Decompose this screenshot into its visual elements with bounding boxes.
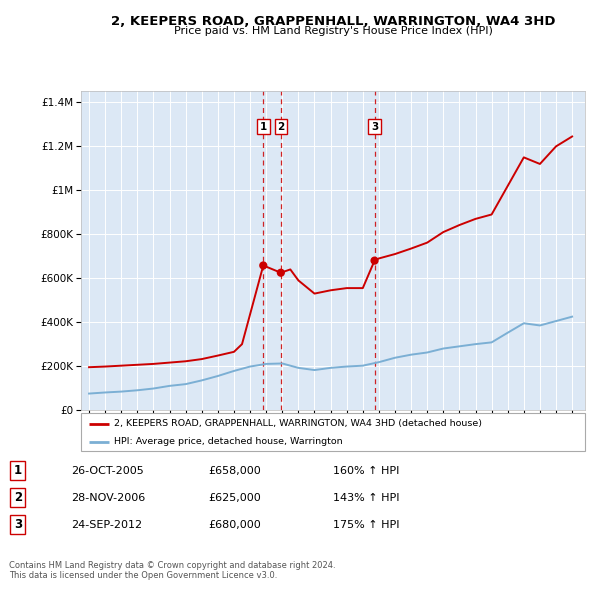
Text: 24-SEP-2012: 24-SEP-2012 (71, 520, 142, 530)
Text: 2, KEEPERS ROAD, GRAPPENHALL, WARRINGTON, WA4 3HD (detached house): 2, KEEPERS ROAD, GRAPPENHALL, WARRINGTON… (114, 419, 482, 428)
Text: 28-NOV-2006: 28-NOV-2006 (71, 493, 146, 503)
Text: 26-OCT-2005: 26-OCT-2005 (71, 466, 144, 476)
Text: 3: 3 (14, 518, 22, 531)
Text: HPI: Average price, detached house, Warrington: HPI: Average price, detached house, Warr… (114, 437, 343, 446)
Text: 1: 1 (260, 122, 267, 132)
Point (259, 261, 268, 270)
Text: 175% ↑ HPI: 175% ↑ HPI (332, 520, 399, 530)
Text: 2: 2 (277, 122, 284, 132)
Text: 2: 2 (14, 491, 22, 504)
Text: 2, KEEPERS ROAD, GRAPPENHALL, WARRINGTON, WA4 3HD: 2, KEEPERS ROAD, GRAPPENHALL, WARRINGTON… (111, 15, 555, 28)
Text: 143% ↑ HPI: 143% ↑ HPI (332, 493, 399, 503)
Text: 1: 1 (14, 464, 22, 477)
Text: £658,000: £658,000 (208, 466, 260, 476)
Text: £625,000: £625,000 (208, 493, 260, 503)
FancyBboxPatch shape (81, 413, 585, 451)
Text: 3: 3 (371, 122, 378, 132)
Point (276, 268, 286, 277)
Text: £680,000: £680,000 (208, 520, 260, 530)
Point (370, 256, 379, 266)
Text: Contains HM Land Registry data © Crown copyright and database right 2024.
This d: Contains HM Land Registry data © Crown c… (9, 560, 335, 580)
Text: Price paid vs. HM Land Registry's House Price Index (HPI): Price paid vs. HM Land Registry's House … (173, 26, 493, 36)
Text: 160% ↑ HPI: 160% ↑ HPI (332, 466, 399, 476)
